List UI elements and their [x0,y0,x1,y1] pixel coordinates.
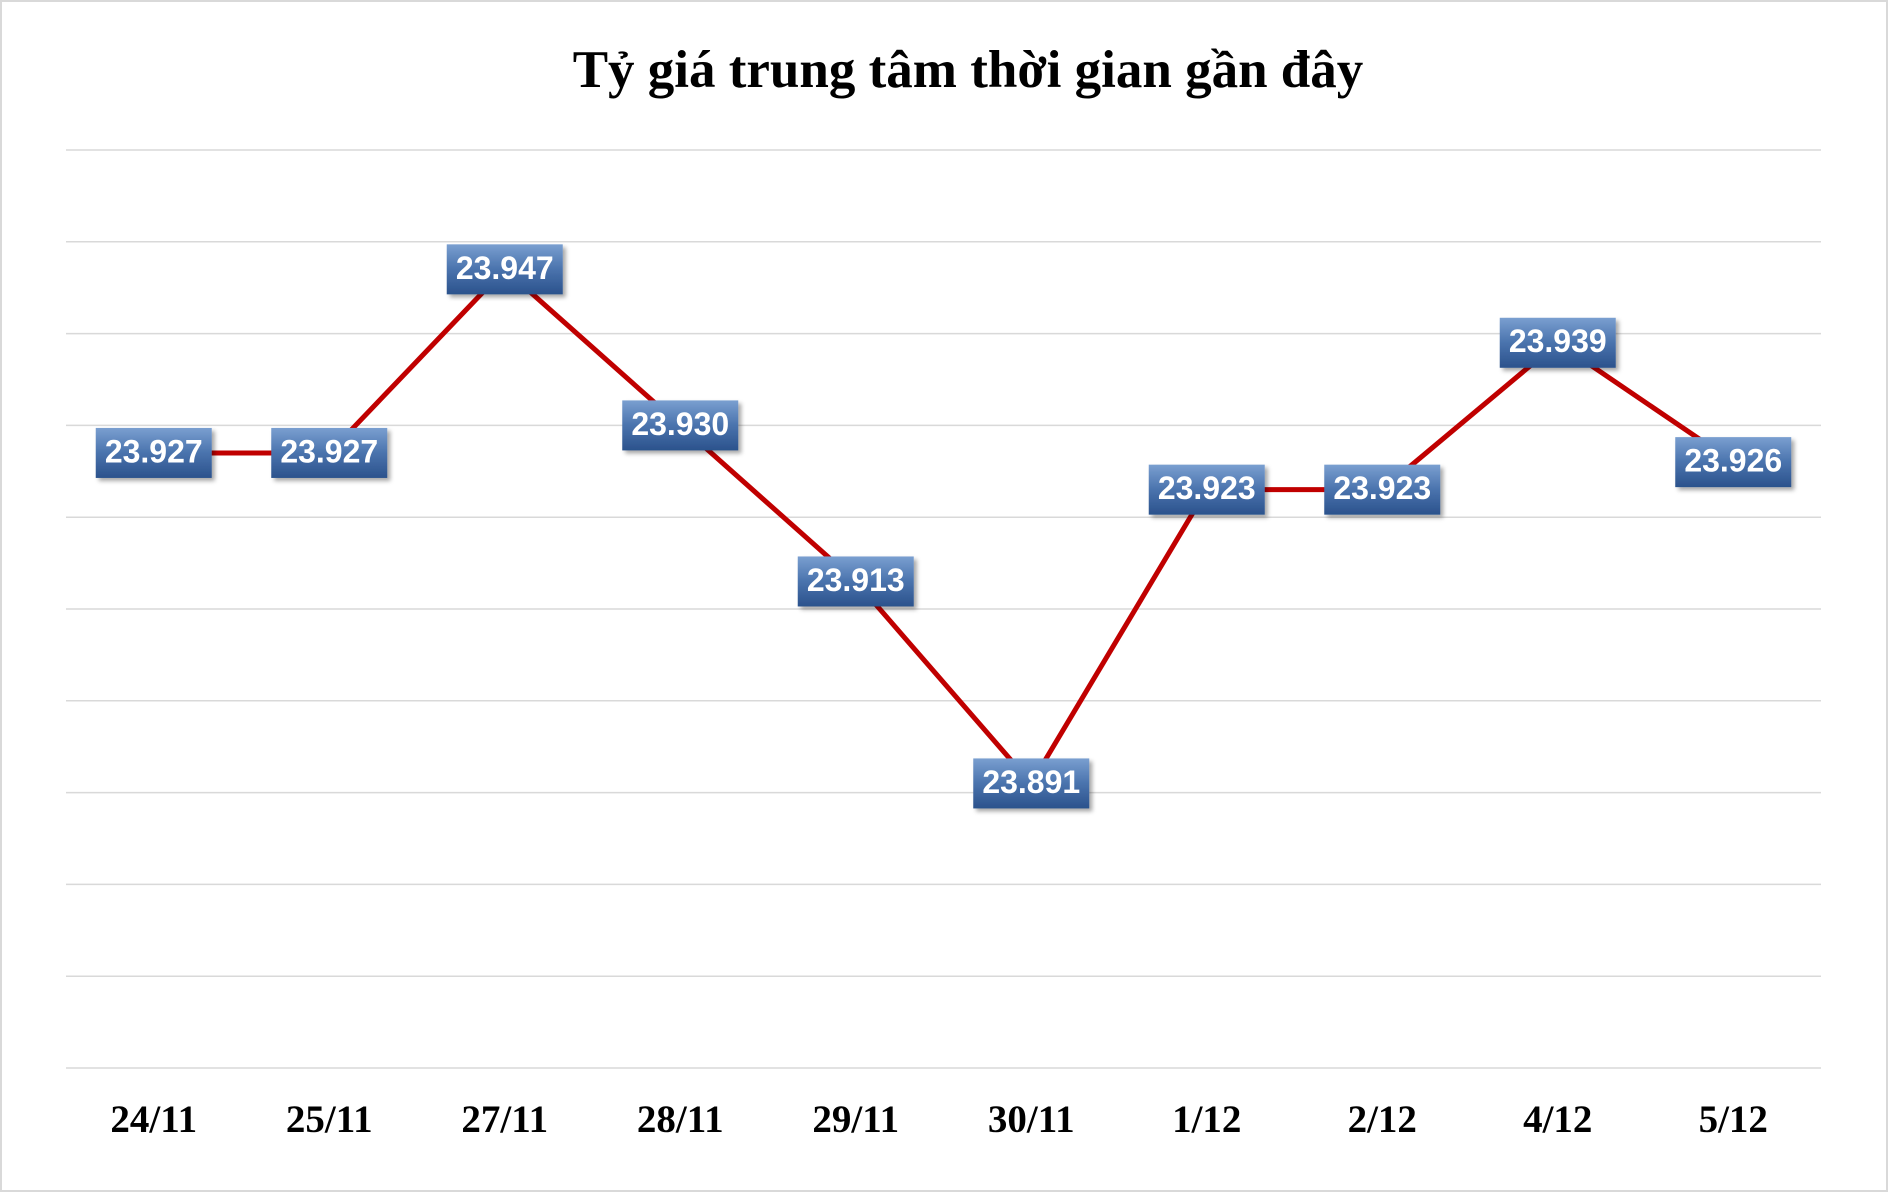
data-label-text: 23.927 [280,433,378,469]
data-label-box [797,556,914,607]
x-tick-label: 29/11 [812,1098,899,1141]
data-label-text: 23.891 [982,764,1080,800]
data-label: 23.939 [1499,317,1616,368]
data-label-box [622,400,739,451]
x-tick-label: 25/11 [286,1098,373,1141]
data-label-text: 23.927 [105,433,203,469]
data-label-text: 23.923 [1158,470,1256,506]
data-label-text: 23.930 [631,406,729,442]
x-tick-label: 5/12 [1699,1098,1768,1141]
data-label-text: 23.923 [1333,470,1431,506]
x-tick-label: 24/11 [110,1098,197,1141]
data-label-box [973,758,1090,809]
x-tick-label: 4/12 [1523,1098,1592,1141]
data-label-box [95,427,212,478]
data-label-text: 23.913 [807,562,905,598]
data-label-box [446,244,563,295]
x-tick-label: 28/11 [637,1098,724,1141]
data-label: 23.923 [1148,464,1265,515]
chart-title: Tỷ giá trung tâm thời gian gần đây [573,41,1364,99]
line-series [153,266,1735,786]
data-label-text: 23.947 [456,250,554,286]
data-label: 23.947 [446,244,563,295]
data-label: 23.923 [1324,464,1441,515]
x-tick-label: 1/12 [1172,1098,1241,1141]
x-tick-label: 27/11 [461,1098,548,1141]
data-label: 23.927 [271,427,388,478]
data-label: 23.891 [973,758,1090,809]
data-label-box [1499,317,1616,368]
data-label: 23.930 [622,400,739,451]
data-label-box [271,427,388,478]
data-label-text: 23.926 [1684,443,1782,479]
data-label-box [1324,464,1441,515]
x-tick-label: 30/11 [988,1098,1075,1141]
data-label: 23.926 [1675,437,1792,488]
x-tick-label: 2/12 [1348,1098,1417,1141]
data-label-text: 23.939 [1509,323,1607,359]
data-label: 23.913 [797,556,914,607]
data-label: 23.927 [95,427,212,478]
data-label-box [1675,437,1792,488]
data-label-box [1148,464,1265,515]
